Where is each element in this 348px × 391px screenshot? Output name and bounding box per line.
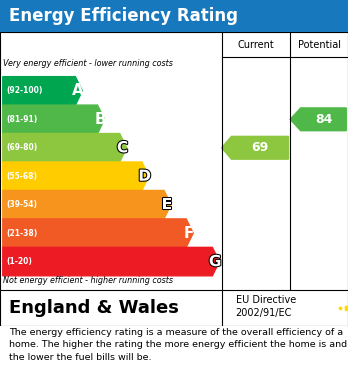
Text: Current: Current — [238, 39, 274, 50]
Polygon shape — [3, 162, 149, 190]
Text: Not energy efficient - higher running costs: Not energy efficient - higher running co… — [3, 276, 174, 285]
Text: (1-20): (1-20) — [6, 257, 32, 266]
Text: England & Wales: England & Wales — [9, 299, 179, 317]
Text: (69-80): (69-80) — [6, 143, 38, 152]
Text: D: D — [139, 169, 151, 184]
Text: (39-54): (39-54) — [6, 200, 37, 209]
Polygon shape — [3, 248, 219, 276]
Text: G: G — [209, 254, 221, 269]
Text: Very energy efficient - lower running costs: Very energy efficient - lower running co… — [3, 59, 173, 68]
Text: A: A — [72, 83, 84, 99]
Polygon shape — [3, 105, 104, 134]
Polygon shape — [290, 108, 346, 131]
Text: Potential: Potential — [298, 39, 341, 50]
Text: 84: 84 — [315, 113, 332, 126]
Polygon shape — [3, 134, 127, 162]
Text: E: E — [161, 197, 172, 212]
Text: F: F — [184, 226, 194, 240]
Text: (92-100): (92-100) — [6, 86, 43, 95]
Text: B: B — [95, 112, 106, 127]
Text: C: C — [117, 140, 128, 155]
Text: The energy efficiency rating is a measure of the overall efficiency of a home. T: The energy efficiency rating is a measur… — [9, 328, 347, 362]
Text: (55-68): (55-68) — [6, 172, 37, 181]
Text: (81-91): (81-91) — [6, 115, 38, 124]
Text: 69: 69 — [251, 141, 269, 154]
Text: Energy Efficiency Rating: Energy Efficiency Rating — [9, 7, 238, 25]
Text: (21-38): (21-38) — [6, 229, 38, 238]
Polygon shape — [3, 77, 82, 105]
Text: EU Directive
2002/91/EC: EU Directive 2002/91/EC — [236, 294, 296, 318]
Polygon shape — [222, 136, 288, 159]
Polygon shape — [3, 190, 171, 219]
Polygon shape — [3, 219, 193, 248]
